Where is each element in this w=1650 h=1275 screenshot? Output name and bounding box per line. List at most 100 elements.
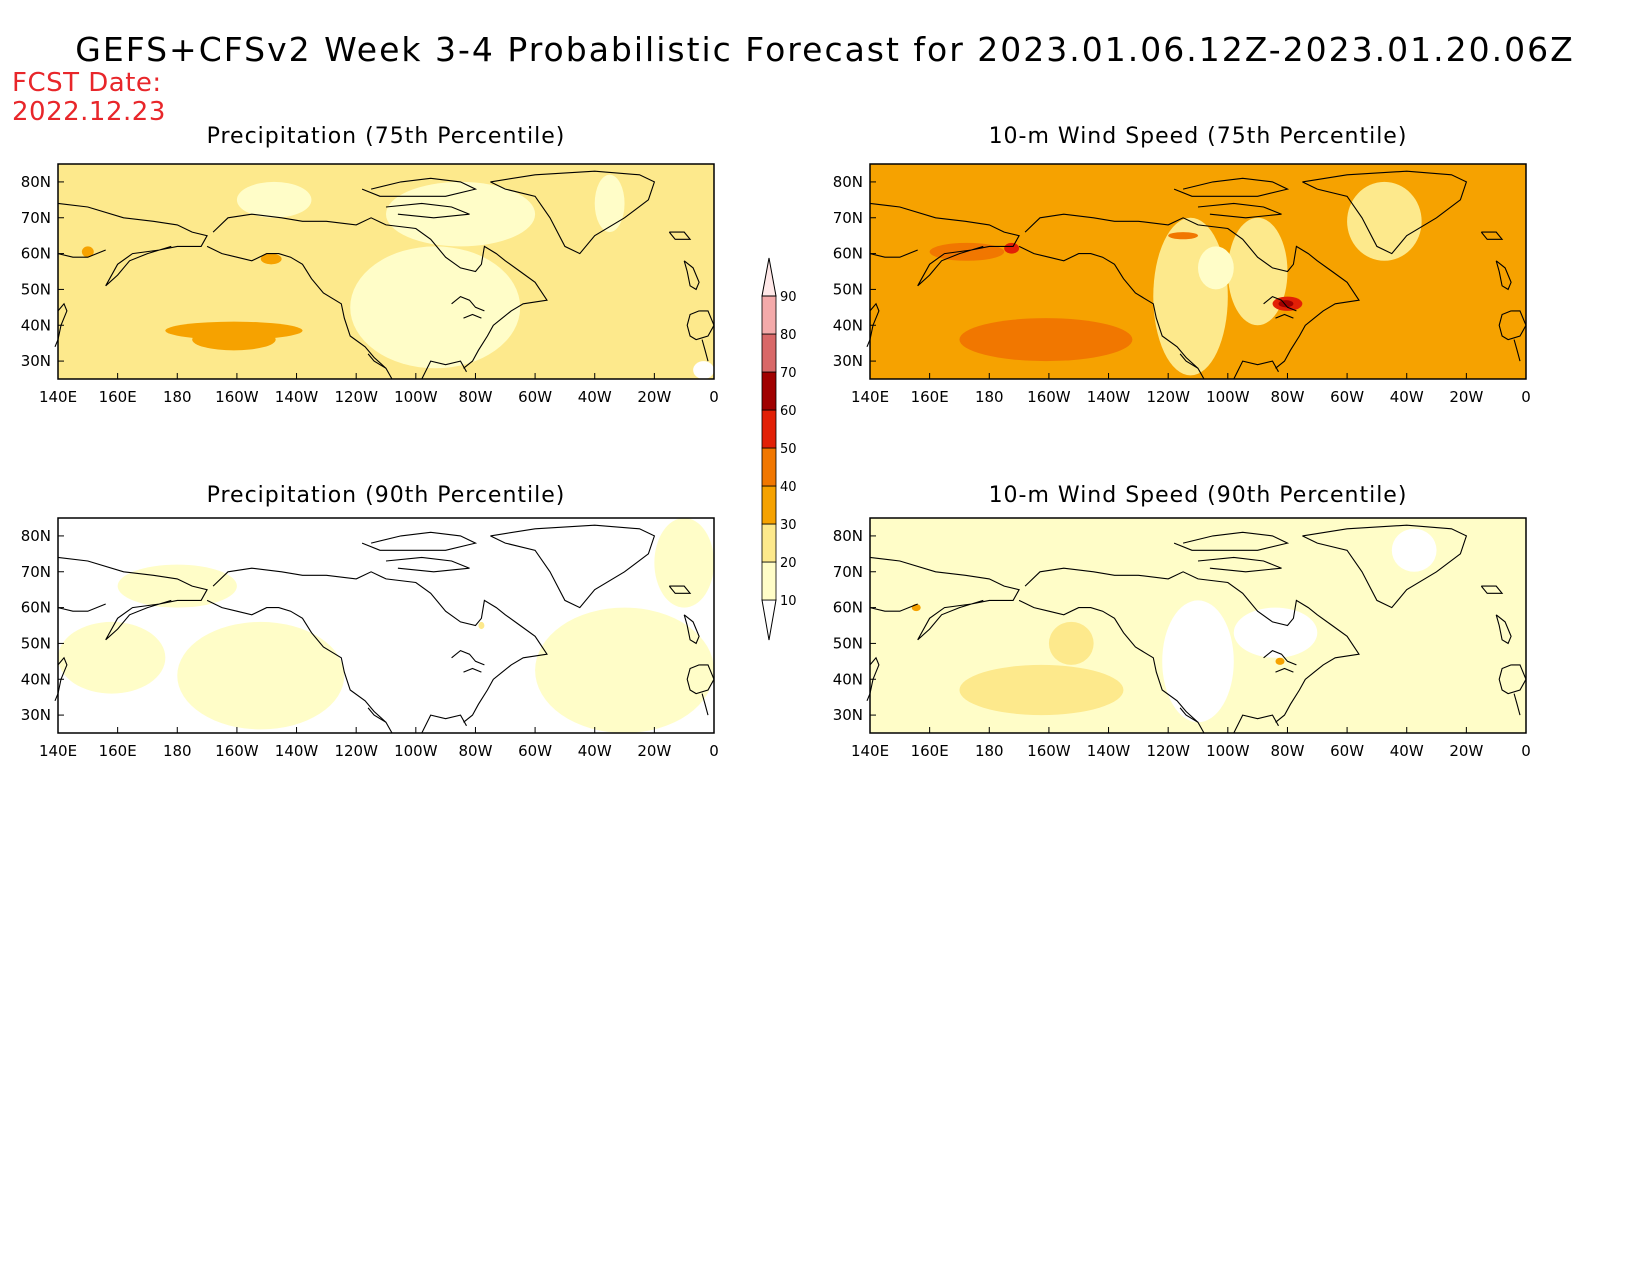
coastline [463,667,482,673]
lon-tick-label: 140E [851,388,889,406]
lat-tick-label: 40N [833,316,863,334]
coastline [490,524,656,609]
coastline [57,603,106,612]
probability-patch [1153,217,1228,376]
lat-tick-label: 60N [21,599,51,617]
shading-layer [58,164,715,379]
lat-tick-label: 30N [833,352,863,370]
probability-patch [1004,242,1020,254]
lon-tick-label: 40W [578,388,612,406]
colorbar-label: 60 [780,404,797,419]
coastline [683,614,700,645]
lon-tick-label: 60W [1330,388,1364,406]
colorbar-label: 40 [780,480,797,495]
colorbar-label: 90 [780,290,797,305]
coastline [869,603,918,612]
forecast-date-value: 2022.12.23 [12,97,166,127]
lon-tick-label: 40W [1390,388,1424,406]
colorbar-label: 30 [780,518,797,533]
lat-tick-label: 70N [21,209,51,227]
coastline [686,310,715,341]
lat-tick-label: 50N [21,634,51,652]
colorbar-segment [761,523,777,563]
colorbar-segment [761,371,777,411]
coastline [490,170,656,255]
map-wind-90: 140E 160E 180 160W 140W 120W 100W 80W 60W 40W 20W 0… [833,517,1531,760]
probability-patch [1227,217,1288,326]
lon-tick-label: 140W [1087,388,1131,406]
coastline [686,664,715,695]
coastline [1263,295,1297,312]
probability-patch [177,621,345,730]
coastline [361,531,478,551]
map-frame [57,517,715,734]
probability-patch [959,318,1133,362]
forecast-date-label: FCST Date: [12,68,162,98]
coastlines [54,170,715,380]
probability-patch [959,664,1124,716]
panel-title-wind-90: 10-m Wind Speed (90th Percentile) [988,483,1408,508]
colorbar-segment [761,485,777,525]
lon-tick-label: 100W [394,742,438,760]
colorbar-lower-triangle [761,599,777,641]
coastline [421,714,467,734]
lon-tick-label: 60W [1330,742,1364,760]
coastline [367,353,387,369]
main-title: GEFS+CFSv2 Week 3-4 Probabilistic Foreca… [75,30,1575,69]
lon-tick-label: 80W [458,388,492,406]
lon-tick-label: 180 [163,388,192,406]
lon-tick-label: 80W [1270,388,1304,406]
coastline [1018,599,1205,734]
probability-patch [654,518,714,608]
coastline [1302,170,1468,255]
coastline [1275,313,1294,319]
lon-tick-label: 120W [1146,388,1190,406]
lon-tick-label: 160W [215,388,259,406]
coastlines [866,170,1527,380]
coastline [421,360,467,380]
lon-tick-label: 0 [1521,388,1531,406]
lon-tick-label: 80W [1270,742,1304,760]
probability-patch [1048,621,1094,665]
lat-tick-label: 50N [833,280,863,298]
probability-patch [594,174,625,233]
coastline [206,245,393,380]
lon-tick-label: 100W [1206,388,1250,406]
lat-tick-label: 80N [21,173,51,191]
lon-tick-label: 20W [1449,388,1483,406]
coastline [1179,353,1199,369]
lon-tick-label: 60W [518,388,552,406]
lon-tick-label: 40W [1390,742,1424,760]
colorbar-segment [761,561,777,601]
probability-patch [117,564,237,608]
lat-tick-label: 60N [21,245,51,263]
colorbar-segment [761,333,777,373]
lon-tick-label: 160E [911,388,949,406]
coastline [1233,360,1279,380]
map-frame [869,163,1527,380]
coastline [57,249,106,258]
map-precip-75: 140E 160E 180 160W 140W 120W 100W 80W 60W 40W 20W 0… [21,163,719,406]
coastlines [54,524,715,734]
lon-tick-label: 60W [518,742,552,760]
coastline [1173,177,1290,197]
lon-tick-label: 160W [215,742,259,760]
coastline [57,202,208,287]
coastline [385,202,470,219]
coastline [1024,567,1360,723]
coastline [683,260,700,291]
coastline [1480,585,1504,594]
lon-tick-label: 160W [1027,742,1071,760]
lon-tick-label: 140E [851,742,889,760]
probability-patch [693,361,715,379]
lat-tick-label: 30N [833,706,863,724]
lat-tick-label: 40N [21,316,51,334]
map-frame [57,163,715,380]
probability-patch [1162,600,1234,723]
probability-patch [1275,657,1285,665]
probability-patch [1391,528,1437,572]
coastline [1302,524,1468,609]
probability-patch [58,621,166,694]
probability-patch [350,246,521,369]
lon-tick-label: 100W [1206,742,1250,760]
